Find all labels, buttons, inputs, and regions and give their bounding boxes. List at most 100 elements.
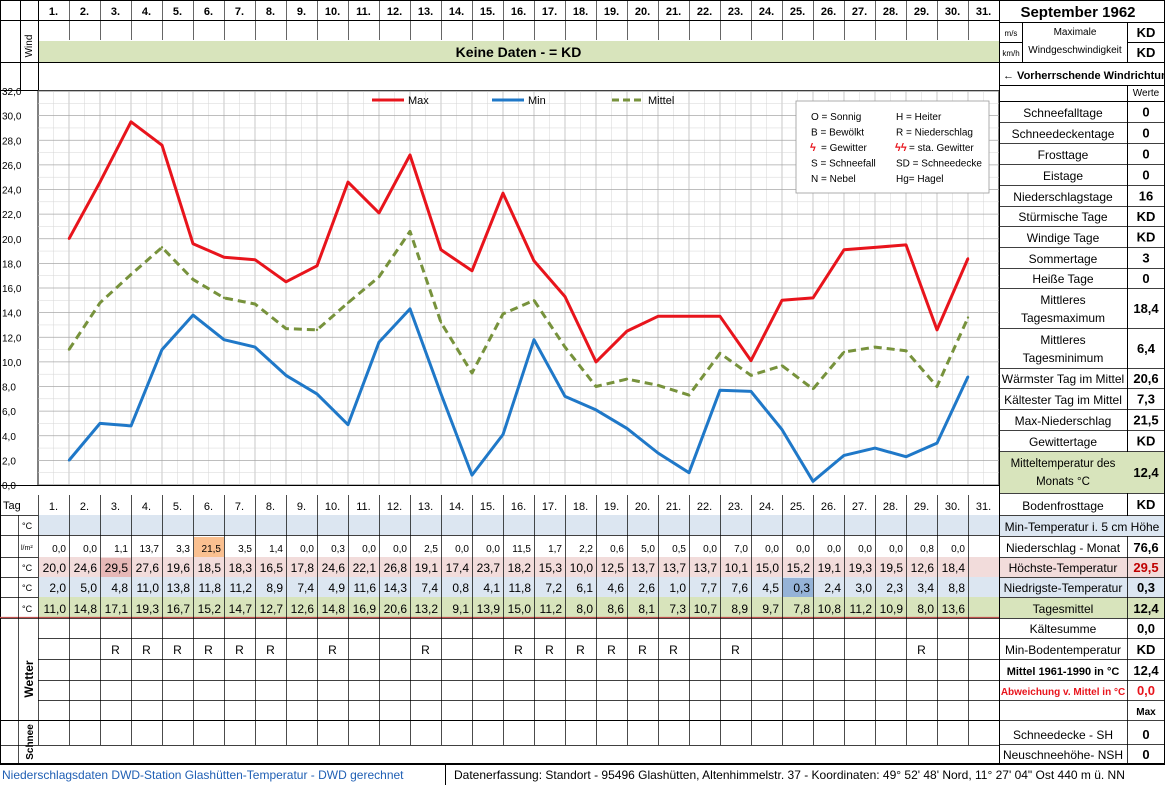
data-point-mittel bbox=[501, 312, 505, 316]
stat-value: 0 bbox=[1142, 747, 1149, 762]
table-cell-tmax: 15,0 bbox=[756, 561, 780, 575]
stat-value: KD bbox=[1137, 230, 1156, 245]
stat-label: Gewittertage bbox=[1029, 435, 1097, 449]
row-unit: °C bbox=[22, 563, 33, 573]
y-tick-label: 32,0 bbox=[2, 87, 22, 98]
tag-label: Tag bbox=[3, 500, 21, 512]
table-cell-tmax: 10,0 bbox=[570, 561, 594, 575]
table-cell-tmin: 7,4 bbox=[297, 581, 314, 595]
stat-value: 3 bbox=[1142, 251, 1149, 266]
table-cell-precip: 21,5 bbox=[202, 544, 222, 555]
weather-code: R bbox=[545, 643, 554, 657]
table-day-label: 13. bbox=[418, 501, 433, 513]
table-cell-tmean: 10,7 bbox=[694, 602, 718, 616]
day-header-label: 23. bbox=[728, 6, 743, 18]
table-cell-tmin: 13,8 bbox=[167, 581, 191, 595]
table-cell-tmean: 7,8 bbox=[793, 602, 810, 616]
y-tick-label: 0,0 bbox=[2, 481, 16, 492]
table-day-label: 15. bbox=[480, 501, 495, 513]
table-cell-tmean: 17,1 bbox=[105, 602, 129, 616]
data-point-max bbox=[160, 143, 164, 147]
weather-code: R bbox=[235, 643, 244, 657]
data-point-min bbox=[191, 313, 195, 317]
weather-code-label: Hg= Hagel bbox=[896, 174, 944, 185]
wetter-label: Wetter bbox=[22, 660, 36, 697]
data-point-max bbox=[191, 242, 195, 245]
data-point-max bbox=[656, 315, 660, 318]
data-point-min bbox=[594, 408, 598, 412]
y-tick-label: 26,0 bbox=[2, 161, 22, 172]
data-point-max bbox=[222, 256, 226, 259]
stat-label: Abweichung v. Mittel in °C bbox=[1001, 687, 1125, 698]
day-header-label: 5. bbox=[173, 6, 182, 18]
table-cell-tmin: 7,6 bbox=[731, 581, 748, 595]
schnee-label: Schnee bbox=[25, 724, 36, 760]
table-cell-tmin: 11,8 bbox=[509, 581, 532, 595]
data-point-max bbox=[253, 258, 257, 261]
table-cell-tmean: 10,8 bbox=[818, 602, 842, 616]
table-cell-tmin: 3,4 bbox=[917, 581, 934, 595]
weather-code-label: B = Bewölkt bbox=[811, 128, 864, 139]
table-day-label: 30. bbox=[945, 501, 960, 513]
table-cell-tmax: 27,6 bbox=[136, 561, 160, 575]
data-point-min bbox=[966, 375, 970, 378]
data-point-mittel bbox=[284, 327, 288, 330]
day-header-label: 22. bbox=[697, 6, 712, 18]
table-cell-tmax: 19,1 bbox=[415, 561, 439, 575]
table-cell-tmin: 5,0 bbox=[80, 581, 97, 595]
table-day-label: 16. bbox=[511, 501, 526, 513]
no-data-banner-text: Keine Daten - = KD bbox=[456, 44, 582, 60]
table-day-label: 25. bbox=[790, 501, 805, 513]
data-point-min bbox=[284, 374, 288, 377]
stat-label: Tagesmittel bbox=[1033, 602, 1094, 616]
wind-direction-label: ← Vorherrschende Windrichtung bbox=[1003, 70, 1165, 82]
highlight-cell bbox=[783, 578, 813, 597]
table-cell-precip: 3,5 bbox=[238, 544, 252, 555]
thunder-icon: ϟ bbox=[810, 142, 816, 154]
data-point-max bbox=[315, 264, 319, 268]
table-cell-tmean: 11,0 bbox=[44, 602, 67, 616]
table-cell-precip: 0,0 bbox=[362, 544, 376, 555]
table-day-label: 2. bbox=[80, 501, 89, 513]
stat-value: KD bbox=[1137, 434, 1156, 449]
chart-legend: Max Min Mittel O = Sonnig H = Heiter B = Bewö… bbox=[372, 95, 990, 194]
weather-code-label: SD = Schneedecke bbox=[896, 159, 982, 170]
data-point-max bbox=[873, 246, 877, 249]
y-tick-label: 8,0 bbox=[2, 383, 16, 394]
data-point-mittel bbox=[253, 302, 257, 306]
data-point-mittel bbox=[160, 246, 164, 249]
table-cell-tmax: 12,5 bbox=[601, 561, 625, 575]
data-point-min bbox=[873, 446, 877, 450]
stat-label: Mitteltemperatur des bbox=[1011, 458, 1116, 470]
day-header-label: 1. bbox=[49, 6, 58, 18]
stat-value: 12,4 bbox=[1133, 465, 1159, 480]
stat-row-bg bbox=[1000, 598, 1164, 618]
data-point-min bbox=[718, 388, 722, 392]
data-point-max bbox=[780, 299, 784, 302]
stat-label: Tagesmaximum bbox=[1021, 311, 1105, 325]
day-header-label: 21. bbox=[666, 6, 681, 18]
weather-code-label: = sta. Gewitter bbox=[909, 143, 974, 154]
stat-label: Mittleres bbox=[1040, 293, 1085, 307]
stat-label: Schneedeckentage bbox=[1012, 127, 1115, 141]
data-point-mittel bbox=[377, 275, 381, 279]
data-point-mittel bbox=[780, 364, 784, 367]
day-header-label: 11. bbox=[356, 6, 371, 18]
table-cell-tmean: 20,6 bbox=[384, 602, 408, 616]
table-row-bg bbox=[38, 577, 999, 597]
data-point-mittel bbox=[346, 301, 350, 304]
data-point-min bbox=[904, 455, 908, 458]
day-header-label: 3. bbox=[111, 6, 120, 18]
table-cell-tmean: 14,8 bbox=[322, 602, 346, 616]
y-tick-label: 12,0 bbox=[2, 333, 22, 344]
data-point-min bbox=[346, 423, 350, 426]
table-cell-precip: 2,2 bbox=[579, 544, 593, 555]
stat-value: 0 bbox=[1142, 168, 1149, 183]
stat-value: 18,4 bbox=[1133, 301, 1159, 316]
day-header-label: 29. bbox=[914, 6, 929, 18]
weather-codes-legend bbox=[795, 100, 990, 194]
data-point-max bbox=[563, 295, 567, 298]
stat-value: 12,4 bbox=[1133, 663, 1159, 678]
table-cell-tmean: 8,0 bbox=[576, 602, 593, 616]
